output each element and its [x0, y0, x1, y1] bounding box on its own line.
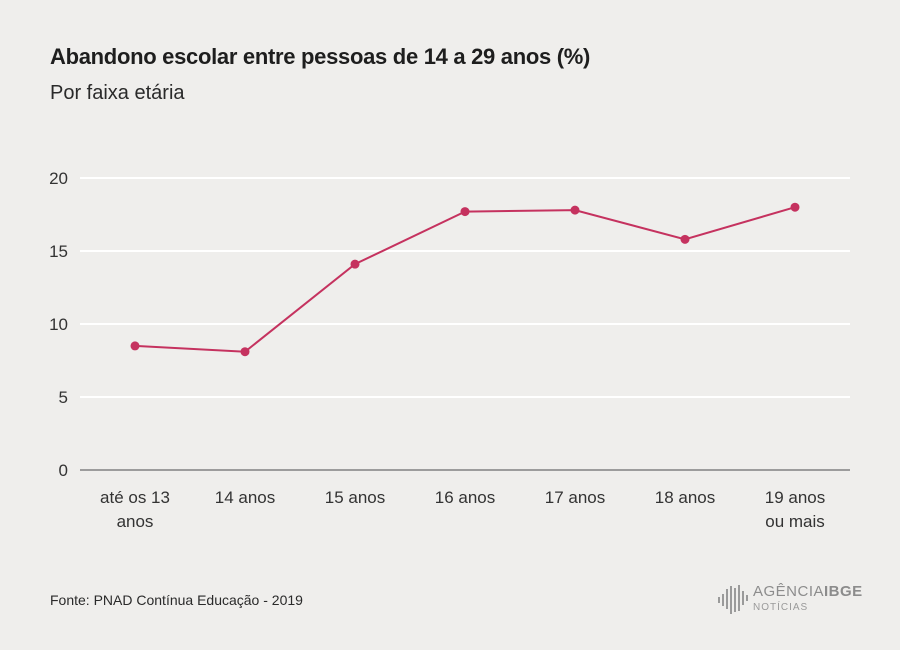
source-note: Fonte: PNAD Contínua Educação - 2019: [50, 592, 303, 608]
data-point: [570, 205, 580, 215]
logo-tagline: NOTÍCIAS: [753, 602, 809, 613]
x-tick-label: 17 anos: [545, 488, 606, 507]
y-tick-label: 10: [49, 315, 68, 334]
agencia-ibge-logo: AGÊNCIAIBGE NOTÍCIAS: [716, 583, 866, 619]
x-tick-label: 14 anos: [215, 488, 276, 507]
ibge-logo-icon: [718, 585, 748, 614]
y-tick-label: 0: [59, 461, 68, 480]
y-tick-label: 20: [49, 169, 68, 188]
x-tick-label: 15 anos: [325, 488, 386, 507]
data-point: [790, 202, 800, 212]
data-point: [460, 207, 470, 217]
y-tick-label: 15: [49, 242, 68, 261]
x-tick-label: até os 13 anos: [100, 488, 170, 531]
x-tick-label: 19 anos ou mais: [765, 488, 826, 531]
data-point: [680, 234, 690, 244]
x-tick-label: 16 anos: [435, 488, 496, 507]
data-point: [350, 259, 360, 269]
series-line: [134, 206, 796, 353]
data-point: [240, 347, 250, 357]
logo-wordmark: AGÊNCIAIBGE: [753, 583, 863, 600]
x-tick-label: 18 anos: [655, 488, 716, 507]
chart-title: Abandono escolar entre pessoas de 14 a 2…: [50, 44, 591, 69]
data-point: [130, 341, 140, 351]
chart-subtitle: Por faixa etária: [50, 82, 185, 104]
y-tick-label: 5: [59, 388, 68, 407]
